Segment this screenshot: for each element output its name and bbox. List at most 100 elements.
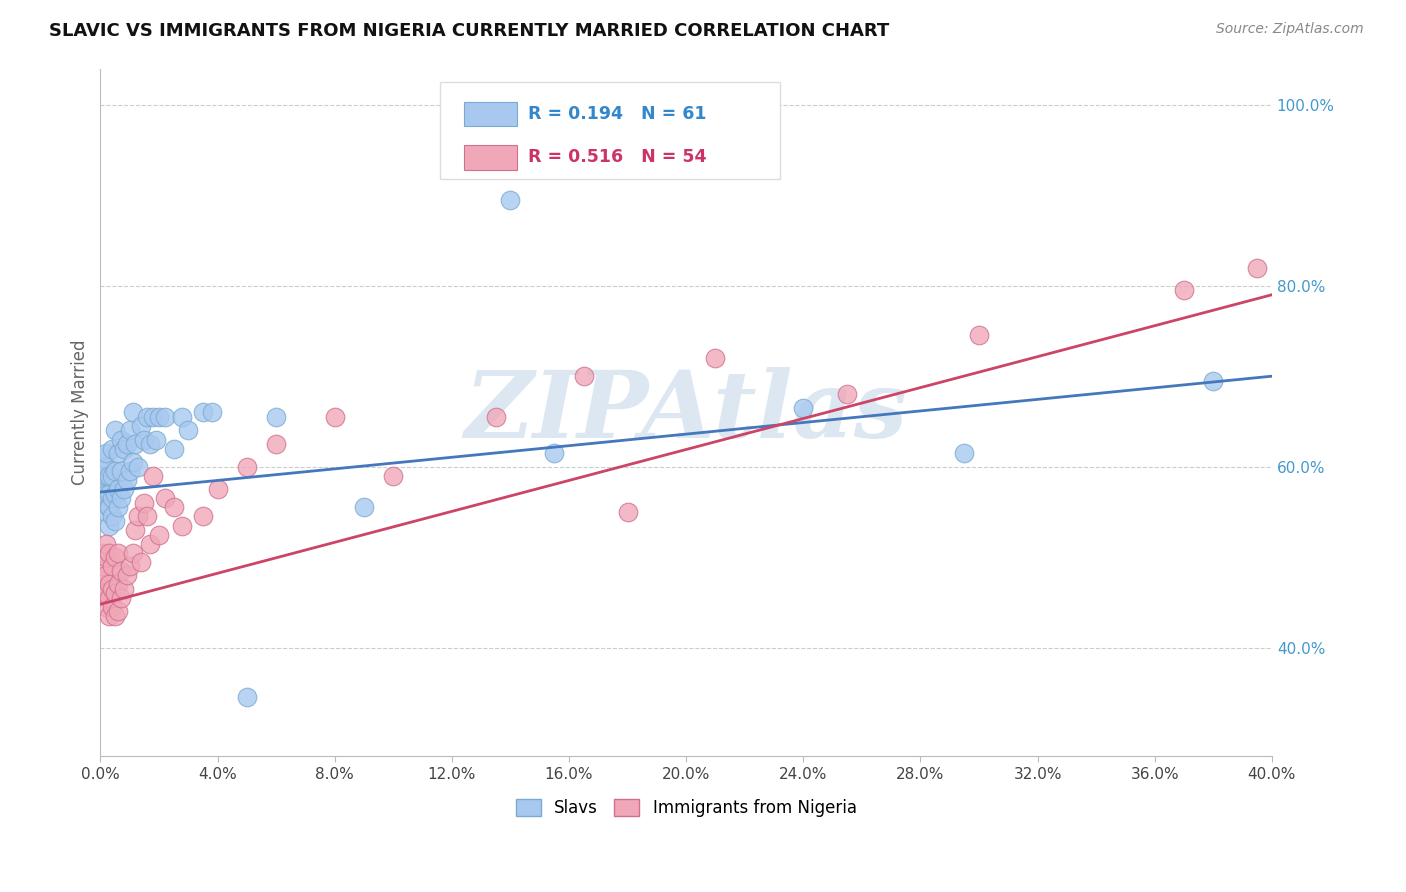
Slavs	[96, 459, 118, 474]
Immigrants from Nigeria	[91, 582, 114, 596]
Slavs	[153, 409, 176, 424]
Immigrants from Nigeria	[1246, 260, 1268, 275]
Slavs	[177, 424, 200, 438]
Immigrants from Nigeria	[153, 491, 176, 506]
Slavs	[98, 500, 121, 515]
FancyBboxPatch shape	[440, 82, 780, 178]
Immigrants from Nigeria	[98, 591, 121, 605]
Slavs	[98, 518, 121, 533]
Slavs	[104, 464, 127, 478]
Immigrants from Nigeria	[96, 599, 118, 614]
Text: R = 0.516   N = 54: R = 0.516 N = 54	[529, 148, 706, 166]
Slavs	[264, 409, 287, 424]
Slavs	[96, 468, 118, 483]
Immigrants from Nigeria	[91, 559, 114, 574]
Slavs	[96, 446, 118, 460]
Slavs	[110, 491, 132, 506]
Immigrants from Nigeria	[96, 550, 118, 565]
Slavs	[110, 433, 132, 447]
Immigrants from Nigeria	[136, 509, 159, 524]
Slavs	[139, 437, 162, 451]
Slavs	[107, 483, 129, 497]
Immigrants from Nigeria	[207, 483, 229, 497]
Slavs	[104, 487, 127, 501]
Immigrants from Nigeria	[485, 409, 508, 424]
Slavs	[91, 487, 114, 501]
Immigrants from Nigeria	[837, 387, 859, 401]
Immigrants from Nigeria	[264, 437, 287, 451]
Slavs	[145, 433, 167, 447]
Slavs	[112, 442, 135, 456]
Immigrants from Nigeria	[98, 609, 121, 624]
Immigrants from Nigeria	[118, 559, 141, 574]
Text: ZIPAtlas: ZIPAtlas	[464, 368, 908, 458]
Slavs	[91, 450, 114, 465]
Slavs	[1202, 374, 1225, 388]
Immigrants from Nigeria	[107, 546, 129, 560]
Immigrants from Nigeria	[124, 523, 146, 537]
Slavs	[115, 437, 138, 451]
Immigrants from Nigeria	[142, 468, 165, 483]
Slavs	[124, 437, 146, 451]
Immigrants from Nigeria	[1173, 283, 1195, 297]
Slavs	[98, 500, 121, 515]
Slavs	[121, 455, 143, 469]
Immigrants from Nigeria	[98, 577, 121, 591]
Slavs	[101, 491, 124, 506]
Slavs	[91, 468, 114, 483]
Immigrants from Nigeria	[96, 536, 118, 550]
Slavs	[107, 500, 129, 515]
Slavs	[115, 473, 138, 487]
Immigrants from Nigeria	[323, 409, 346, 424]
Immigrants from Nigeria	[107, 605, 129, 619]
Slavs	[91, 496, 114, 510]
Immigrants from Nigeria	[110, 591, 132, 605]
Slavs	[104, 424, 127, 438]
Immigrants from Nigeria	[131, 555, 153, 569]
Slavs	[118, 424, 141, 438]
Immigrants from Nigeria	[96, 568, 118, 582]
Immigrants from Nigeria	[616, 505, 638, 519]
Immigrants from Nigeria	[236, 459, 259, 474]
Immigrants from Nigeria	[104, 586, 127, 600]
Slavs	[104, 514, 127, 528]
Immigrants from Nigeria	[572, 369, 595, 384]
Slavs	[101, 442, 124, 456]
Slavs	[98, 468, 121, 483]
Slavs	[96, 505, 118, 519]
Legend: Slavs, Immigrants from Nigeria: Slavs, Immigrants from Nigeria	[509, 792, 863, 823]
Slavs	[353, 500, 375, 515]
Slavs	[98, 487, 121, 501]
Immigrants from Nigeria	[101, 599, 124, 614]
Slavs	[172, 409, 194, 424]
Text: R = 0.194   N = 61: R = 0.194 N = 61	[529, 105, 706, 123]
Immigrants from Nigeria	[115, 568, 138, 582]
Slavs	[499, 193, 522, 207]
Slavs	[112, 483, 135, 497]
Immigrants from Nigeria	[101, 582, 124, 596]
Slavs	[91, 483, 114, 497]
Slavs	[236, 690, 259, 705]
Slavs	[191, 405, 214, 419]
Immigrants from Nigeria	[121, 546, 143, 560]
FancyBboxPatch shape	[464, 145, 517, 169]
Immigrants from Nigeria	[172, 518, 194, 533]
Immigrants from Nigeria	[148, 527, 170, 541]
Immigrants from Nigeria	[134, 496, 156, 510]
Immigrants from Nigeria	[104, 609, 127, 624]
Slavs	[134, 433, 156, 447]
Slavs	[792, 401, 814, 415]
Immigrants from Nigeria	[967, 328, 990, 343]
Slavs	[110, 464, 132, 478]
Text: SLAVIC VS IMMIGRANTS FROM NIGERIA CURRENTLY MARRIED CORRELATION CHART: SLAVIC VS IMMIGRANTS FROM NIGERIA CURREN…	[49, 22, 890, 40]
Immigrants from Nigeria	[107, 577, 129, 591]
Slavs	[118, 464, 141, 478]
Immigrants from Nigeria	[91, 586, 114, 600]
Immigrants from Nigeria	[112, 582, 135, 596]
Slavs	[101, 509, 124, 524]
Slavs	[136, 409, 159, 424]
Immigrants from Nigeria	[96, 586, 118, 600]
Immigrants from Nigeria	[98, 546, 121, 560]
Y-axis label: Currently Married: Currently Married	[72, 340, 89, 485]
Slavs	[96, 483, 118, 497]
